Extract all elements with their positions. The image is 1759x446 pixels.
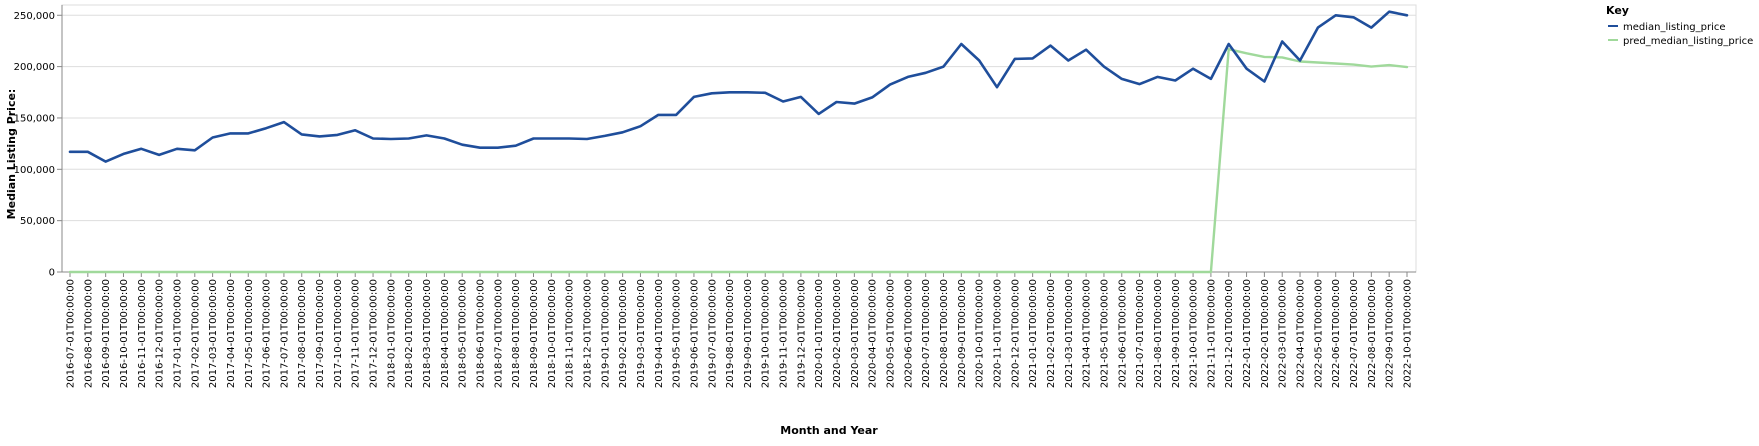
series-line-median-listing-price bbox=[68, 10, 1409, 163]
x-tick-label: 2022-05-01T00:00:00 bbox=[1313, 279, 1324, 388]
legend: Key median_listing_price pred_median_lis… bbox=[1606, 4, 1753, 47]
x-tick-label: 2021-07-01T00:00:00 bbox=[1135, 279, 1146, 388]
x-tick-label: 2018-10-01T00:00:00 bbox=[547, 279, 558, 388]
x-tick-label: 2017-06-01T00:00:00 bbox=[262, 279, 273, 388]
x-axis-title: Month and Year bbox=[780, 424, 878, 437]
x-tick-label: 2018-07-01T00:00:00 bbox=[493, 279, 504, 388]
x-tick-label: 2018-02-01T00:00:00 bbox=[404, 279, 415, 388]
x-tick-label: 2018-01-01T00:00:00 bbox=[386, 279, 397, 388]
x-tick-label: 2021-01-01T00:00:00 bbox=[1028, 279, 1039, 388]
x-tick-label: 2017-07-01T00:00:00 bbox=[279, 279, 290, 388]
x-tick-label: 2017-09-01T00:00:00 bbox=[315, 279, 326, 388]
x-tick-label: 2020-12-01T00:00:00 bbox=[1010, 279, 1021, 388]
x-tick-label: 2022-09-01T00:00:00 bbox=[1385, 279, 1396, 388]
x-tick-label: 2017-12-01T00:00:00 bbox=[369, 279, 380, 388]
x-tick-label: 2021-06-01T00:00:00 bbox=[1117, 279, 1128, 388]
x-tick-label: 2016-11-01T00:00:00 bbox=[137, 279, 148, 388]
x-tick-label: 2019-08-01T00:00:00 bbox=[725, 279, 736, 388]
x-tick-label: 2019-01-01T00:00:00 bbox=[600, 279, 611, 388]
axes: 0 50,000 100,000 150,000 200,000 250,000 2016-… bbox=[14, 5, 1416, 388]
x-tick-label: 2016-08-01T00:00:00 bbox=[83, 279, 94, 388]
x-tick-label: 2019-04-01T00:00:00 bbox=[654, 279, 665, 388]
x-tick-label: 2017-05-01T00:00:00 bbox=[244, 279, 255, 388]
x-tick-label: 2022-07-01T00:00:00 bbox=[1349, 279, 1360, 388]
x-tick-label: 2020-07-01T00:00:00 bbox=[921, 279, 932, 388]
x-tick-label: 2018-06-01T00:00:00 bbox=[476, 279, 487, 388]
x-tick-label: 2022-02-01T00:00:00 bbox=[1260, 279, 1271, 388]
x-tick-label: 2018-12-01T00:00:00 bbox=[582, 279, 593, 388]
x-tick-label: 2021-04-01T00:00:00 bbox=[1082, 279, 1093, 388]
x-tick-label: 2017-03-01T00:00:00 bbox=[208, 279, 219, 388]
x-tick-label: 2019-06-01T00:00:00 bbox=[689, 279, 700, 388]
x-tick-label: 2022-01-01T00:00:00 bbox=[1242, 279, 1253, 388]
series-line-pred-median-listing-price bbox=[68, 48, 1409, 274]
x-tick-label: 2019-11-01T00:00:00 bbox=[779, 279, 790, 388]
x-tick-label: 2018-03-01T00:00:00 bbox=[422, 279, 433, 388]
x-tick-label: 2022-04-01T00:00:00 bbox=[1296, 279, 1307, 388]
x-tick-label: 2019-05-01T00:00:00 bbox=[672, 279, 683, 388]
x-tick-label: 2020-02-01T00:00:00 bbox=[832, 279, 843, 388]
x-tick-label: 2022-06-01T00:00:00 bbox=[1331, 279, 1342, 388]
x-tick-label: 2020-01-01T00:00:00 bbox=[814, 279, 825, 388]
x-tick-label: 2017-08-01T00:00:00 bbox=[297, 279, 308, 388]
x-tick-label: 2016-10-01T00:00:00 bbox=[119, 279, 130, 388]
x-tick-label: 2017-04-01T00:00:00 bbox=[226, 279, 237, 388]
y-axis-title: Median Listing Price: bbox=[5, 89, 18, 220]
x-tick-label: 2019-07-01T00:00:00 bbox=[707, 279, 718, 388]
x-tick-label: 2021-09-01T00:00:00 bbox=[1171, 279, 1182, 388]
x-tick-label: 2018-05-01T00:00:00 bbox=[458, 279, 469, 388]
x-tick-label: 2018-04-01T00:00:00 bbox=[440, 279, 451, 388]
x-tick-label: 2017-11-01T00:00:00 bbox=[351, 279, 362, 388]
legend-label-pred: pred_median_listing_price bbox=[1623, 36, 1753, 47]
x-tick-label: 2020-04-01T00:00:00 bbox=[868, 279, 879, 388]
x-tick-label: 2022-10-01T00:00:00 bbox=[1403, 279, 1414, 388]
x-tick-label: 2019-09-01T00:00:00 bbox=[743, 279, 754, 388]
x-tick-label: 2022-03-01T00:00:00 bbox=[1278, 279, 1289, 388]
x-tick-label: 2018-09-01T00:00:00 bbox=[529, 279, 540, 388]
series-lines bbox=[68, 10, 1409, 274]
x-tick-label: 2021-08-01T00:00:00 bbox=[1153, 279, 1164, 388]
x-tick-label: 2016-12-01T00:00:00 bbox=[155, 279, 166, 388]
x-tick-label: 2021-02-01T00:00:00 bbox=[1046, 279, 1057, 388]
x-tick-label: 2016-07-01T00:00:00 bbox=[66, 279, 77, 388]
x-tick-label: 2019-03-01T00:00:00 bbox=[636, 279, 647, 388]
x-tick-label: 2019-12-01T00:00:00 bbox=[796, 279, 807, 388]
x-tick-label: 2020-09-01T00:00:00 bbox=[957, 279, 968, 388]
y-tick-label: 150,000 bbox=[14, 113, 55, 124]
x-tick-label: 2017-02-01T00:00:00 bbox=[190, 279, 201, 388]
x-tick-label: 2022-08-01T00:00:00 bbox=[1367, 279, 1378, 388]
x-tick-label: 2021-10-01T00:00:00 bbox=[1189, 279, 1200, 388]
y-tick-label: 0 bbox=[49, 268, 55, 279]
x-tick-label: 2020-06-01T00:00:00 bbox=[903, 279, 914, 388]
y-tick-label: 100,000 bbox=[14, 165, 55, 176]
x-tick-label: 2017-01-01T00:00:00 bbox=[172, 279, 183, 388]
x-tick-label: 2020-11-01T00:00:00 bbox=[992, 279, 1003, 388]
x-tick-label: 2020-05-01T00:00:00 bbox=[886, 279, 897, 388]
x-tick-label: 2020-10-01T00:00:00 bbox=[975, 279, 986, 388]
x-tick-label: 2021-11-01T00:00:00 bbox=[1206, 279, 1217, 388]
legend-label-median: median_listing_price bbox=[1623, 22, 1726, 33]
x-tick-label: 2018-11-01T00:00:00 bbox=[565, 279, 576, 388]
x-tick-label: 2019-10-01T00:00:00 bbox=[761, 279, 772, 388]
x-tick-label: 2021-05-01T00:00:00 bbox=[1099, 279, 1110, 388]
legend-title: Key bbox=[1606, 4, 1629, 17]
x-tick-label: 2021-12-01T00:00:00 bbox=[1224, 279, 1235, 388]
x-tick-label: 2020-08-01T00:00:00 bbox=[939, 279, 950, 388]
y-tick-label: 50,000 bbox=[20, 216, 55, 227]
x-tick-label: 2017-10-01T00:00:00 bbox=[333, 279, 344, 388]
x-tick-label: 2021-03-01T00:00:00 bbox=[1064, 279, 1075, 388]
y-tick-label: 250,000 bbox=[14, 11, 55, 22]
x-tick-label: 2016-09-01T00:00:00 bbox=[101, 279, 112, 388]
y-tick-label: 200,000 bbox=[14, 62, 55, 73]
x-tick-label: 2019-02-01T00:00:00 bbox=[618, 279, 629, 388]
x-tick-label: 2020-03-01T00:00:00 bbox=[850, 279, 861, 388]
x-tick-label: 2018-08-01T00:00:00 bbox=[511, 279, 522, 388]
